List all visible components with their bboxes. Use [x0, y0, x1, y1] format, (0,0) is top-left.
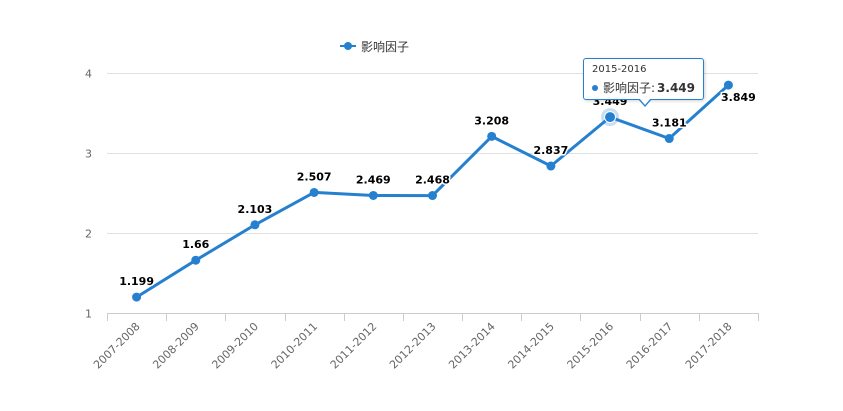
x-tick-label: 2008-2009 [150, 320, 202, 372]
data-point [604, 111, 617, 124]
x-tick-label: 2007-2008 [91, 320, 143, 372]
tooltip-series-dot-icon [592, 84, 598, 91]
data-point [723, 80, 733, 90]
x-tick-label: 2017-2018 [683, 320, 735, 372]
data-point [132, 292, 142, 302]
data-label: 2.469 [356, 173, 391, 186]
data-point [428, 191, 437, 201]
x-tick-label: 2016-2017 [624, 320, 676, 372]
data-label: 3.181 [652, 117, 687, 130]
tooltip-pointer [638, 98, 652, 107]
data-point [250, 220, 260, 230]
data-label: 2.103 [238, 203, 273, 216]
tooltip-series-label: 影响因子: [603, 81, 656, 95]
data-point [546, 161, 556, 171]
x-tick-label: 2014-2015 [505, 320, 557, 372]
data-label: 2.468 [415, 174, 450, 187]
x-tick-label: 2010-2011 [269, 320, 321, 372]
x-tick-label: 2011-2012 [328, 320, 380, 372]
x-tick-label: 2009-2010 [209, 320, 261, 372]
y-tick-label: 2 [85, 228, 92, 241]
x-tick-label: 2015-2016 [565, 320, 617, 372]
chart-legend[interactable]: 影响因子 [340, 36, 409, 56]
data-point [368, 190, 378, 200]
y-tick-label: 4 [85, 68, 92, 81]
legend-series-label: 影响因子 [361, 39, 410, 54]
data-label: 3.208 [474, 114, 509, 127]
data-point [487, 131, 497, 141]
data-point [664, 134, 674, 144]
y-tick-label: 3 [85, 148, 92, 161]
data-label: 1.199 [119, 275, 154, 288]
tooltip-value: 3.449 [657, 80, 695, 95]
data-point [309, 187, 319, 197]
data-label: 2.507 [297, 170, 332, 183]
legend-series-marker-icon [340, 40, 356, 52]
tooltip-value-row: 影响因子: 3.449 [592, 79, 695, 96]
x-tick-label: 2012-2013 [387, 320, 439, 372]
data-point [191, 255, 201, 265]
data-label: 2.837 [533, 144, 568, 157]
x-tick-label: 2013-2014 [446, 320, 498, 372]
data-label: 1.66 [182, 238, 209, 251]
data-label: 3.849 [721, 91, 756, 104]
y-tick-label: 1 [85, 308, 92, 321]
tooltip-category: 2015-2016 [592, 64, 647, 75]
chart-tooltip: 2015-2016 影响因子: 3.449 [583, 58, 704, 107]
